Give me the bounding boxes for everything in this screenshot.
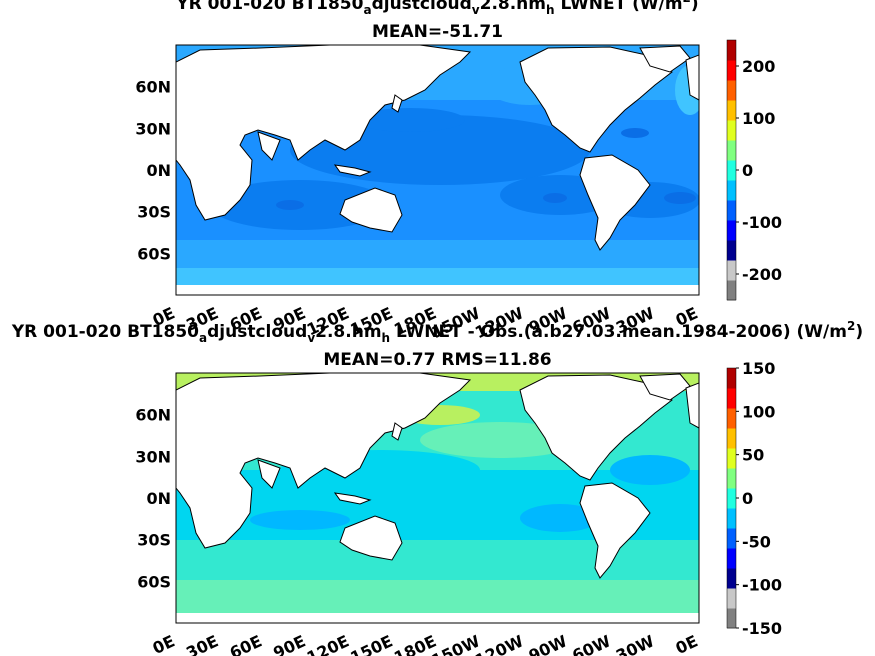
panel1-title-b: djustcloud <box>371 0 472 14</box>
lon-label: 30E <box>183 631 221 656</box>
colorbar-tick-label: -150 <box>742 619 782 638</box>
panel2-title-sub1: a <box>199 331 208 345</box>
lat-label: 0N <box>146 489 171 508</box>
panel1-title-d: LWNET (W/m <box>554 0 683 14</box>
lon-label: 90E <box>270 631 308 656</box>
colorbar-tick-label: 50 <box>742 446 764 465</box>
colorbar-tick-label: 0 <box>742 161 753 180</box>
colorbar-tick-label: -100 <box>742 213 782 232</box>
colorbar-segment <box>727 448 736 469</box>
lon-label: 0E <box>150 631 178 656</box>
panel2-title-a: YR 001-020 BT1850 <box>11 322 199 342</box>
colorbar-segment <box>727 100 736 121</box>
lat-label: 30N <box>135 119 171 138</box>
colorbar-tick-label: 200 <box>742 57 775 76</box>
continents <box>176 45 699 295</box>
panel1-title-sub2: v <box>471 3 480 17</box>
panel2-title-c: 2.8.hm <box>315 322 382 342</box>
panel1-title-c: 2.8.hm <box>479 0 546 14</box>
panel1-title-e: ) <box>690 0 699 14</box>
panel1-title-sup: 2 <box>683 0 691 5</box>
colorbar: 200 100 0 -100 -200 <box>726 39 782 301</box>
panel2-title-d: LWNET - Obs.(a.b27.03.mean.1984-2006) (W… <box>390 322 847 342</box>
colorbar-segment <box>727 428 736 449</box>
panel2-title-sup: 2 <box>846 319 856 333</box>
colorbar-segment <box>727 588 736 609</box>
panel2-title-sub3: h <box>381 331 391 345</box>
colorbar-segment <box>727 388 736 409</box>
colorbar-segment <box>727 528 736 549</box>
colorbar-segment <box>727 568 736 589</box>
panel2-stats: MEAN=0.77 RMS=11.86 <box>323 350 552 370</box>
colorbar-segment <box>727 60 736 81</box>
latitude-labels: 60N 30N 0N 30S 60S <box>135 78 171 264</box>
lon-label: 60E <box>227 631 265 656</box>
lat-label: 30N <box>135 447 171 466</box>
colorbar-segment <box>727 548 736 569</box>
panel1-title-sub1: a <box>363 3 372 17</box>
lon-label: 90W <box>526 631 571 656</box>
lat-label: 60S <box>137 244 171 263</box>
map-frame <box>175 372 700 624</box>
colorbar-segment <box>727 368 736 389</box>
panel1-title-sub3: h <box>546 3 555 17</box>
colorbar-tick-label: 150 <box>742 359 775 378</box>
lon-label: 60W <box>569 631 614 656</box>
lat-label: 60N <box>135 406 171 425</box>
map-frame <box>175 44 700 296</box>
panel1-stats: MEAN=-51.71 <box>372 22 503 42</box>
panel2-title-e: ) <box>855 322 864 342</box>
lon-label: 30W <box>613 631 658 656</box>
colorbar-segment <box>727 220 736 241</box>
colorbar-segment <box>727 488 736 509</box>
colorbar: 150 100 50 0 -50 -100 -150 <box>726 359 782 638</box>
colorbar-tick-label: -200 <box>742 265 782 284</box>
lon-label: 150E <box>347 631 395 656</box>
panel2-title-sub2: v <box>307 331 316 345</box>
field-contours <box>176 373 699 623</box>
lon-label: 0E <box>673 631 701 656</box>
colorbar-segment <box>727 160 736 181</box>
colorbar-segment <box>727 80 736 101</box>
colorbar-tick-label: -100 <box>742 576 782 595</box>
lat-label: 30S <box>137 531 171 550</box>
lat-label: 0N <box>146 161 171 180</box>
colorbar-segment <box>727 200 736 221</box>
colorbar-segment <box>727 140 736 161</box>
colorbar-segment <box>727 260 736 281</box>
panel1-title: YR 001-020 BT1850adjustcloudv2.8.hmh LWN… <box>0 0 875 17</box>
panel2-title: YR 001-020 BT1850adjustcloudv2.8.hmh LWN… <box>0 319 875 345</box>
colorbar-segment <box>727 608 736 629</box>
lat-label: 30S <box>137 203 171 222</box>
lat-label: 60S <box>137 572 171 591</box>
colorbar-segment <box>727 508 736 529</box>
lon-label: 120E <box>304 631 352 656</box>
colorbar-segment <box>727 468 736 489</box>
colorbar-segment <box>727 408 736 429</box>
colorbar-tick-label: 100 <box>742 109 775 128</box>
colorbar-tick-label: -50 <box>742 532 771 551</box>
colorbar-segment <box>727 240 736 261</box>
lat-label: 60N <box>135 78 171 97</box>
colorbar-segment <box>727 40 736 61</box>
continents <box>176 373 699 623</box>
panel2-title-b: djustcloud <box>207 322 308 342</box>
colorbar-segment <box>727 180 736 201</box>
latitude-labels: 60N 30N 0N 30S 60S <box>135 406 171 592</box>
colorbar-tick-label: 0 <box>742 489 753 508</box>
colorbar-segment <box>727 120 736 141</box>
colorbar-segment <box>727 280 736 301</box>
colorbar-tick-label: 100 <box>742 402 775 421</box>
panel1-title-a: YR 001-020 BT1850 <box>176 0 364 14</box>
